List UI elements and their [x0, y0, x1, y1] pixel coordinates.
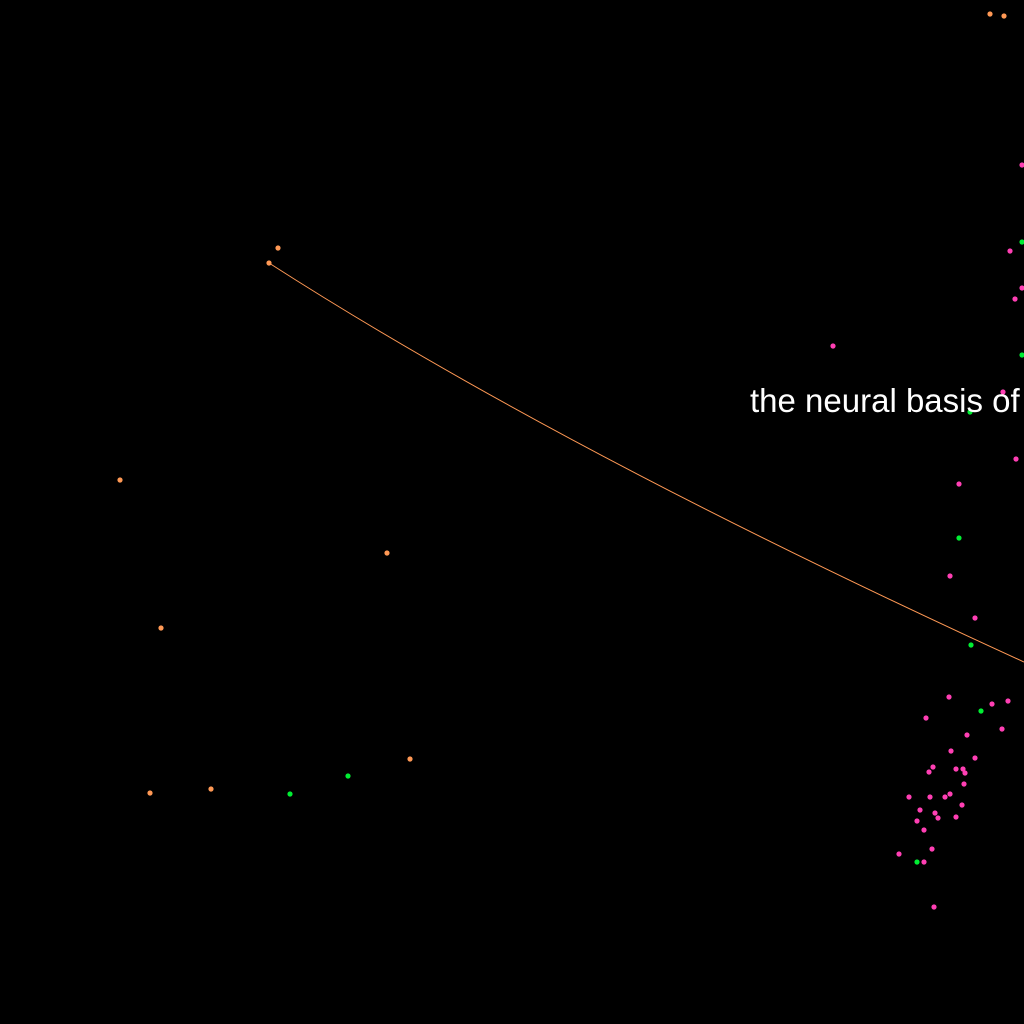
pink-point: [946, 694, 951, 699]
pink-point: [972, 755, 977, 760]
pink-point: [926, 769, 931, 774]
pink-point: [947, 573, 952, 578]
green-point: [956, 535, 961, 540]
pink-point: [921, 859, 926, 864]
pink-point: [959, 802, 964, 807]
pink-point: [972, 615, 977, 620]
orange-point: [117, 477, 122, 482]
pink-point: [896, 851, 901, 856]
pink-point: [956, 481, 961, 486]
pink-point: [931, 904, 936, 909]
orange-point: [208, 786, 213, 791]
orange-point: [275, 245, 280, 250]
green-point: [345, 773, 350, 778]
pink-point: [953, 814, 958, 819]
green-point: [287, 791, 292, 796]
pink-point: [999, 726, 1004, 731]
pink-point: [914, 818, 919, 823]
pink-point: [917, 807, 922, 812]
green-point: [914, 859, 919, 864]
orange-point: [384, 550, 389, 555]
pink-point: [953, 766, 958, 771]
pink-point: [964, 732, 969, 737]
pink-point: [1012, 296, 1017, 301]
pink-point: [1007, 248, 1012, 253]
orange-point: [407, 756, 412, 761]
green-point: [978, 708, 983, 713]
pink-point: [935, 815, 940, 820]
green-point: [968, 642, 973, 647]
pink-point: [929, 846, 934, 851]
pink-point: [942, 794, 947, 799]
pink-point: [989, 701, 994, 706]
pink-point: [961, 781, 966, 786]
pink-point: [830, 343, 835, 348]
orange-point: [1001, 13, 1006, 18]
pink-point: [962, 770, 967, 775]
pink-point: [921, 827, 926, 832]
pink-point: [948, 748, 953, 753]
pink-point: [947, 791, 952, 796]
orange-point: [987, 11, 992, 16]
orange-point: [158, 625, 163, 630]
orange-point: [147, 790, 152, 795]
orange-point: [266, 260, 271, 265]
pink-point: [927, 794, 932, 799]
pink-point: [906, 794, 911, 799]
pink-point: [923, 715, 928, 720]
region-label: the neural basis of: [750, 382, 1021, 419]
pink-point: [1005, 698, 1010, 703]
pink-point: [932, 810, 937, 815]
pink-point: [1013, 456, 1018, 461]
pink-point: [930, 764, 935, 769]
